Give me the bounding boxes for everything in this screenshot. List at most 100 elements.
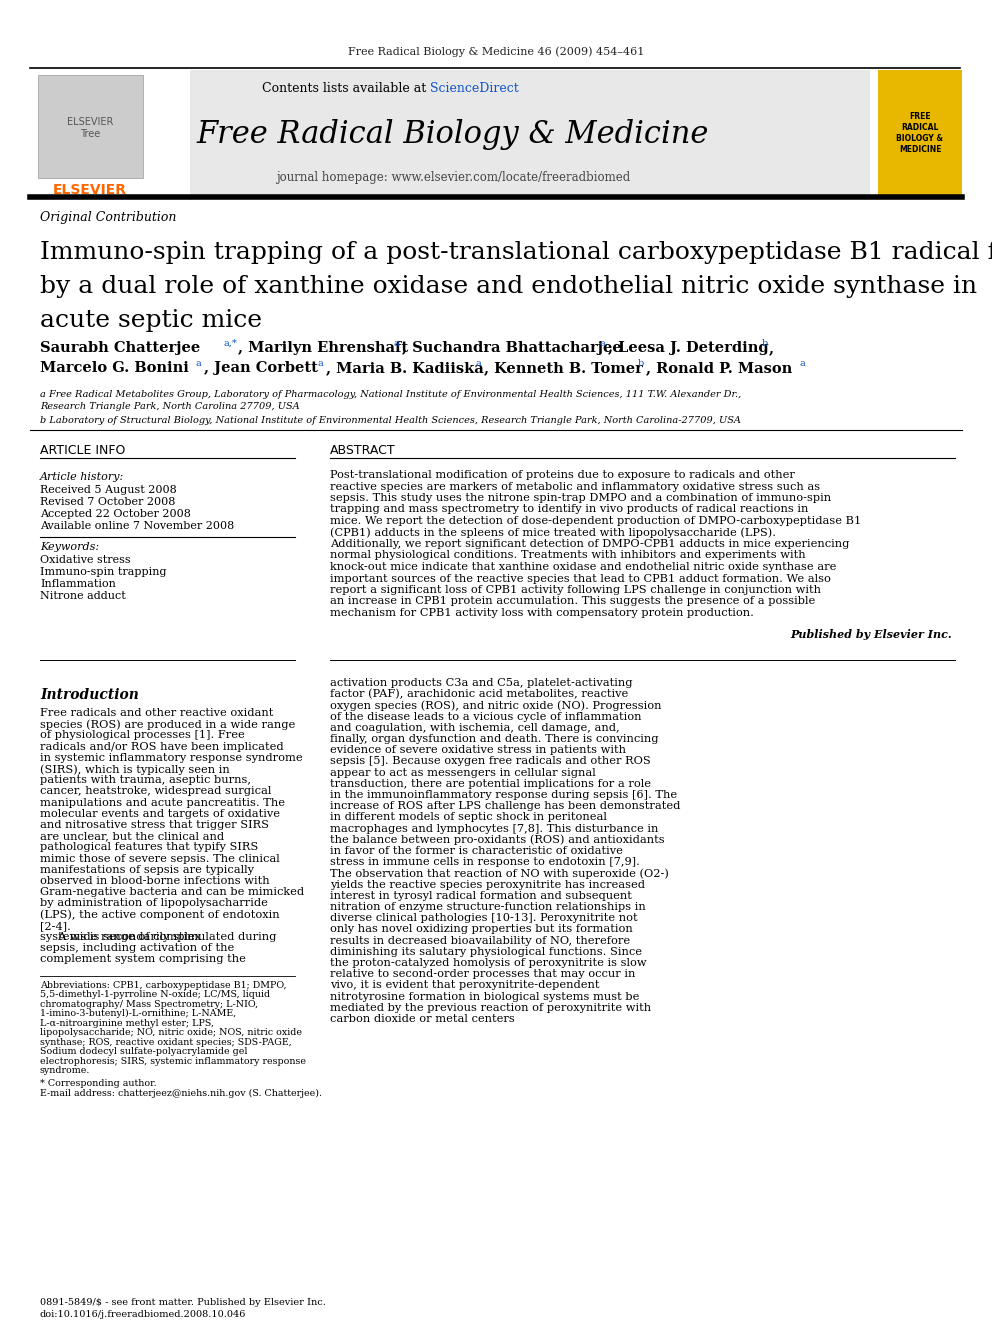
FancyBboxPatch shape [30, 70, 190, 194]
Text: , Marilyn Ehrenshaft: , Marilyn Ehrenshaft [238, 341, 408, 355]
Text: Immuno-spin trapping: Immuno-spin trapping [40, 568, 167, 577]
Text: Accepted 22 October 2008: Accepted 22 October 2008 [40, 509, 190, 519]
Text: of the disease leads to a vicious cycle of inflammation: of the disease leads to a vicious cycle … [330, 712, 642, 721]
Text: b Laboratory of Structural Biology, National Institute of Environmental Health S: b Laboratory of Structural Biology, Nati… [40, 415, 741, 425]
Text: a: a [196, 359, 201, 368]
Text: stress in immune cells in response to endotoxin [7,9].: stress in immune cells in response to en… [330, 857, 640, 867]
Text: activation products C3a and C5a, platelet-activating: activation products C3a and C5a, platele… [330, 677, 633, 688]
Text: and coagulation, with ischemia, cell damage, and,: and coagulation, with ischemia, cell dam… [330, 722, 620, 733]
Text: of physiological processes [1]. Free: of physiological processes [1]. Free [40, 730, 245, 741]
Text: relative to second-order processes that may occur in: relative to second-order processes that … [330, 970, 635, 979]
Text: in systemic inflammatory response syndrome: in systemic inflammatory response syndro… [40, 753, 303, 763]
Text: species (ROS) are produced in a wide range: species (ROS) are produced in a wide ran… [40, 720, 296, 730]
Text: journal homepage: www.elsevier.com/locate/freeradbiomed: journal homepage: www.elsevier.com/locat… [276, 172, 630, 184]
Text: evidence of severe oxidative stress in patients with: evidence of severe oxidative stress in p… [330, 745, 626, 755]
Text: doi:10.1016/j.freeradbiomed.2008.10.046: doi:10.1016/j.freeradbiomed.2008.10.046 [40, 1310, 246, 1319]
Text: mechanism for CPB1 activity loss with compensatory protein production.: mechanism for CPB1 activity loss with co… [330, 609, 754, 618]
Text: FREE
RADICAL
BIOLOGY &
MEDICINE: FREE RADICAL BIOLOGY & MEDICINE [897, 112, 943, 155]
Text: Free Radical Biology & Medicine: Free Radical Biology & Medicine [196, 119, 709, 151]
Text: macrophages and lymphocytes [7,8]. This disturbance in: macrophages and lymphocytes [7,8]. This … [330, 824, 659, 833]
Text: nitration of enzyme structure-function relationships in: nitration of enzyme structure-function r… [330, 902, 646, 912]
Text: , Kenneth B. Tomer: , Kenneth B. Tomer [484, 361, 643, 374]
Text: finally, organ dysfunction and death. There is convincing: finally, organ dysfunction and death. Th… [330, 734, 659, 744]
Text: reactive species are markers of metabolic and inflammatory oxidative stress such: reactive species are markers of metaboli… [330, 482, 820, 492]
Text: pathological features that typify SIRS: pathological features that typify SIRS [40, 843, 258, 852]
Text: acute septic mice: acute septic mice [40, 310, 262, 332]
Text: 0891-5849/$ - see front matter. Published by Elsevier Inc.: 0891-5849/$ - see front matter. Publishe… [40, 1298, 326, 1307]
Text: factor (PAF), arachidonic acid metabolites, reactive: factor (PAF), arachidonic acid metabolit… [330, 689, 628, 700]
Text: oxygen species (ROS), and nitric oxide (NO). Progression: oxygen species (ROS), and nitric oxide (… [330, 700, 662, 710]
Text: Additionally, we report significant detection of DMPO-CPB1 adducts in mice exper: Additionally, we report significant dete… [330, 538, 849, 549]
Text: in different models of septic shock in peritoneal: in different models of septic shock in p… [330, 812, 607, 823]
Text: Saurabh Chatterjee: Saurabh Chatterjee [40, 341, 200, 355]
Text: a,*: a,* [223, 339, 237, 348]
Text: Sodium dodecyl sulfate-polyacrylamide gel: Sodium dodecyl sulfate-polyacrylamide ge… [40, 1046, 247, 1056]
Text: (CPB1) adducts in the spleens of mice treated with lipopolysaccharide (LPS).: (CPB1) adducts in the spleens of mice tr… [330, 528, 776, 538]
Text: diminishing its salutary physiological functions. Since: diminishing its salutary physiological f… [330, 947, 642, 957]
Text: sepsis, including activation of the: sepsis, including activation of the [40, 943, 234, 953]
Text: a: a [800, 359, 806, 368]
Text: syndrome.: syndrome. [40, 1066, 90, 1076]
Text: vivo, it is evident that peroxynitrite-dependent: vivo, it is evident that peroxynitrite-d… [330, 980, 599, 991]
Text: molecular events and targets of oxidative: molecular events and targets of oxidativ… [40, 808, 280, 819]
Text: a Free Radical Metabolites Group, Laboratory of Pharmacology, National Institute: a Free Radical Metabolites Group, Labora… [40, 390, 741, 400]
Text: ARTICLE INFO: ARTICLE INFO [40, 443, 125, 456]
Text: in the immunoinflammatory response during sepsis [6]. The: in the immunoinflammatory response durin… [330, 790, 678, 800]
Text: Introduction: Introduction [40, 688, 139, 703]
Text: , Maria B. Kadiiska: , Maria B. Kadiiska [326, 361, 484, 374]
Text: L-α-nitroarginine methyl ester; LPS,: L-α-nitroarginine methyl ester; LPS, [40, 1019, 214, 1028]
Text: Nitrone adduct: Nitrone adduct [40, 591, 126, 601]
Text: transduction, there are potential implications for a role: transduction, there are potential implic… [330, 779, 651, 789]
Text: Published by Elsevier Inc.: Published by Elsevier Inc. [791, 630, 952, 640]
Text: Free Radical Biology & Medicine 46 (2009) 454–461: Free Radical Biology & Medicine 46 (2009… [348, 46, 644, 57]
Text: , Ronald P. Mason: , Ronald P. Mason [646, 361, 793, 374]
Text: b: b [762, 339, 768, 348]
Text: a: a [476, 359, 482, 368]
Text: increase of ROS after LPS challenge has been demonstrated: increase of ROS after LPS challenge has … [330, 802, 681, 811]
Text: mimic those of severe sepsis. The clinical: mimic those of severe sepsis. The clinic… [40, 853, 280, 864]
Text: trapping and mass spectrometry to identify in vivo products of radical reactions: trapping and mass spectrometry to identi… [330, 504, 808, 515]
Text: by a dual role of xanthine oxidase and endothelial nitric oxide synthase in: by a dual role of xanthine oxidase and e… [40, 275, 977, 299]
Text: a: a [318, 359, 323, 368]
Text: a: a [600, 339, 606, 348]
Text: important sources of the reactive species that lead to CPB1 adduct formation. We: important sources of the reactive specie… [330, 573, 831, 583]
Text: report a significant loss of CPB1 activity following LPS challenge in conjunctio: report a significant loss of CPB1 activi… [330, 585, 821, 595]
Text: ELSEVIER: ELSEVIER [53, 183, 127, 197]
Text: Keywords:: Keywords: [40, 542, 99, 552]
Text: manifestations of sepsis are typically: manifestations of sepsis are typically [40, 865, 254, 875]
Text: ABSTRACT: ABSTRACT [330, 443, 396, 456]
Text: nitrotyrosine formation in biological systems must be: nitrotyrosine formation in biological sy… [330, 992, 640, 1002]
Text: only has novel oxidizing properties but its formation: only has novel oxidizing properties but … [330, 925, 633, 934]
Text: Received 5 August 2008: Received 5 August 2008 [40, 486, 177, 495]
Text: in favor of the former is characteristic of oxidative: in favor of the former is characteristic… [330, 845, 623, 856]
Text: synthase; ROS, reactive oxidant species; SDS-PAGE,: synthase; ROS, reactive oxidant species;… [40, 1037, 292, 1046]
Text: ELSEVIER
Tree: ELSEVIER Tree [66, 118, 113, 139]
Text: , Leesa J. Deterding: , Leesa J. Deterding [608, 341, 769, 355]
Text: Available online 7 November 2008: Available online 7 November 2008 [40, 521, 234, 531]
Text: (LPS), the active component of endotoxin: (LPS), the active component of endotoxin [40, 910, 280, 921]
Text: Article history:: Article history: [40, 472, 124, 482]
Text: patients with trauma, aseptic burns,: patients with trauma, aseptic burns, [40, 775, 251, 785]
Text: appear to act as messengers in cellular signal: appear to act as messengers in cellular … [330, 767, 596, 778]
Text: knock-out mice indicate that xanthine oxidase and endothelial nitric oxide synth: knock-out mice indicate that xanthine ox… [330, 562, 836, 572]
FancyBboxPatch shape [38, 75, 143, 179]
FancyBboxPatch shape [30, 70, 870, 194]
Text: a: a [393, 339, 399, 348]
Text: manipulations and acute pancreatitis. The: manipulations and acute pancreatitis. Th… [40, 798, 285, 807]
Text: mice. We report the detection of dose-dependent production of DMPO-carboxypeptid: mice. We report the detection of dose-de… [330, 516, 861, 527]
Text: are unclear, but the clinical and: are unclear, but the clinical and [40, 831, 224, 841]
Text: Revised 7 October 2008: Revised 7 October 2008 [40, 497, 176, 507]
Text: chromatography/ Mass Spectrometry; L-NIO,: chromatography/ Mass Spectrometry; L-NIO… [40, 1000, 258, 1008]
Text: yields the reactive species peroxynitrite has increased: yields the reactive species peroxynitrit… [330, 880, 645, 889]
Text: Inflammation: Inflammation [40, 579, 116, 589]
Text: Abbreviations: CPB1, carboxypeptidase B1; DMPO,: Abbreviations: CPB1, carboxypeptidase B1… [40, 980, 287, 990]
Text: The observation that reaction of NO with superoxide (O2-): The observation that reaction of NO with… [330, 868, 669, 878]
Text: mediated by the previous reaction of peroxynitrite with: mediated by the previous reaction of per… [330, 1003, 651, 1013]
Text: sepsis. This study uses the nitrone spin-trap DMPO and a combination of immuno-s: sepsis. This study uses the nitrone spin… [330, 493, 831, 503]
Text: ,: , [769, 341, 774, 355]
Text: an increase in CPB1 protein accumulation. This suggests the presence of a possib: an increase in CPB1 protein accumulation… [330, 597, 815, 606]
Text: the proton-catalyzed homolysis of peroxynitrite is slow: the proton-catalyzed homolysis of peroxy… [330, 958, 647, 968]
Text: Research Triangle Park, North Carolina 27709, USA: Research Triangle Park, North Carolina 2… [40, 402, 300, 411]
Text: the balance between pro-oxidants (ROS) and antioxidants: the balance between pro-oxidants (ROS) a… [330, 835, 665, 845]
Text: * Corresponding author.: * Corresponding author. [40, 1078, 157, 1088]
